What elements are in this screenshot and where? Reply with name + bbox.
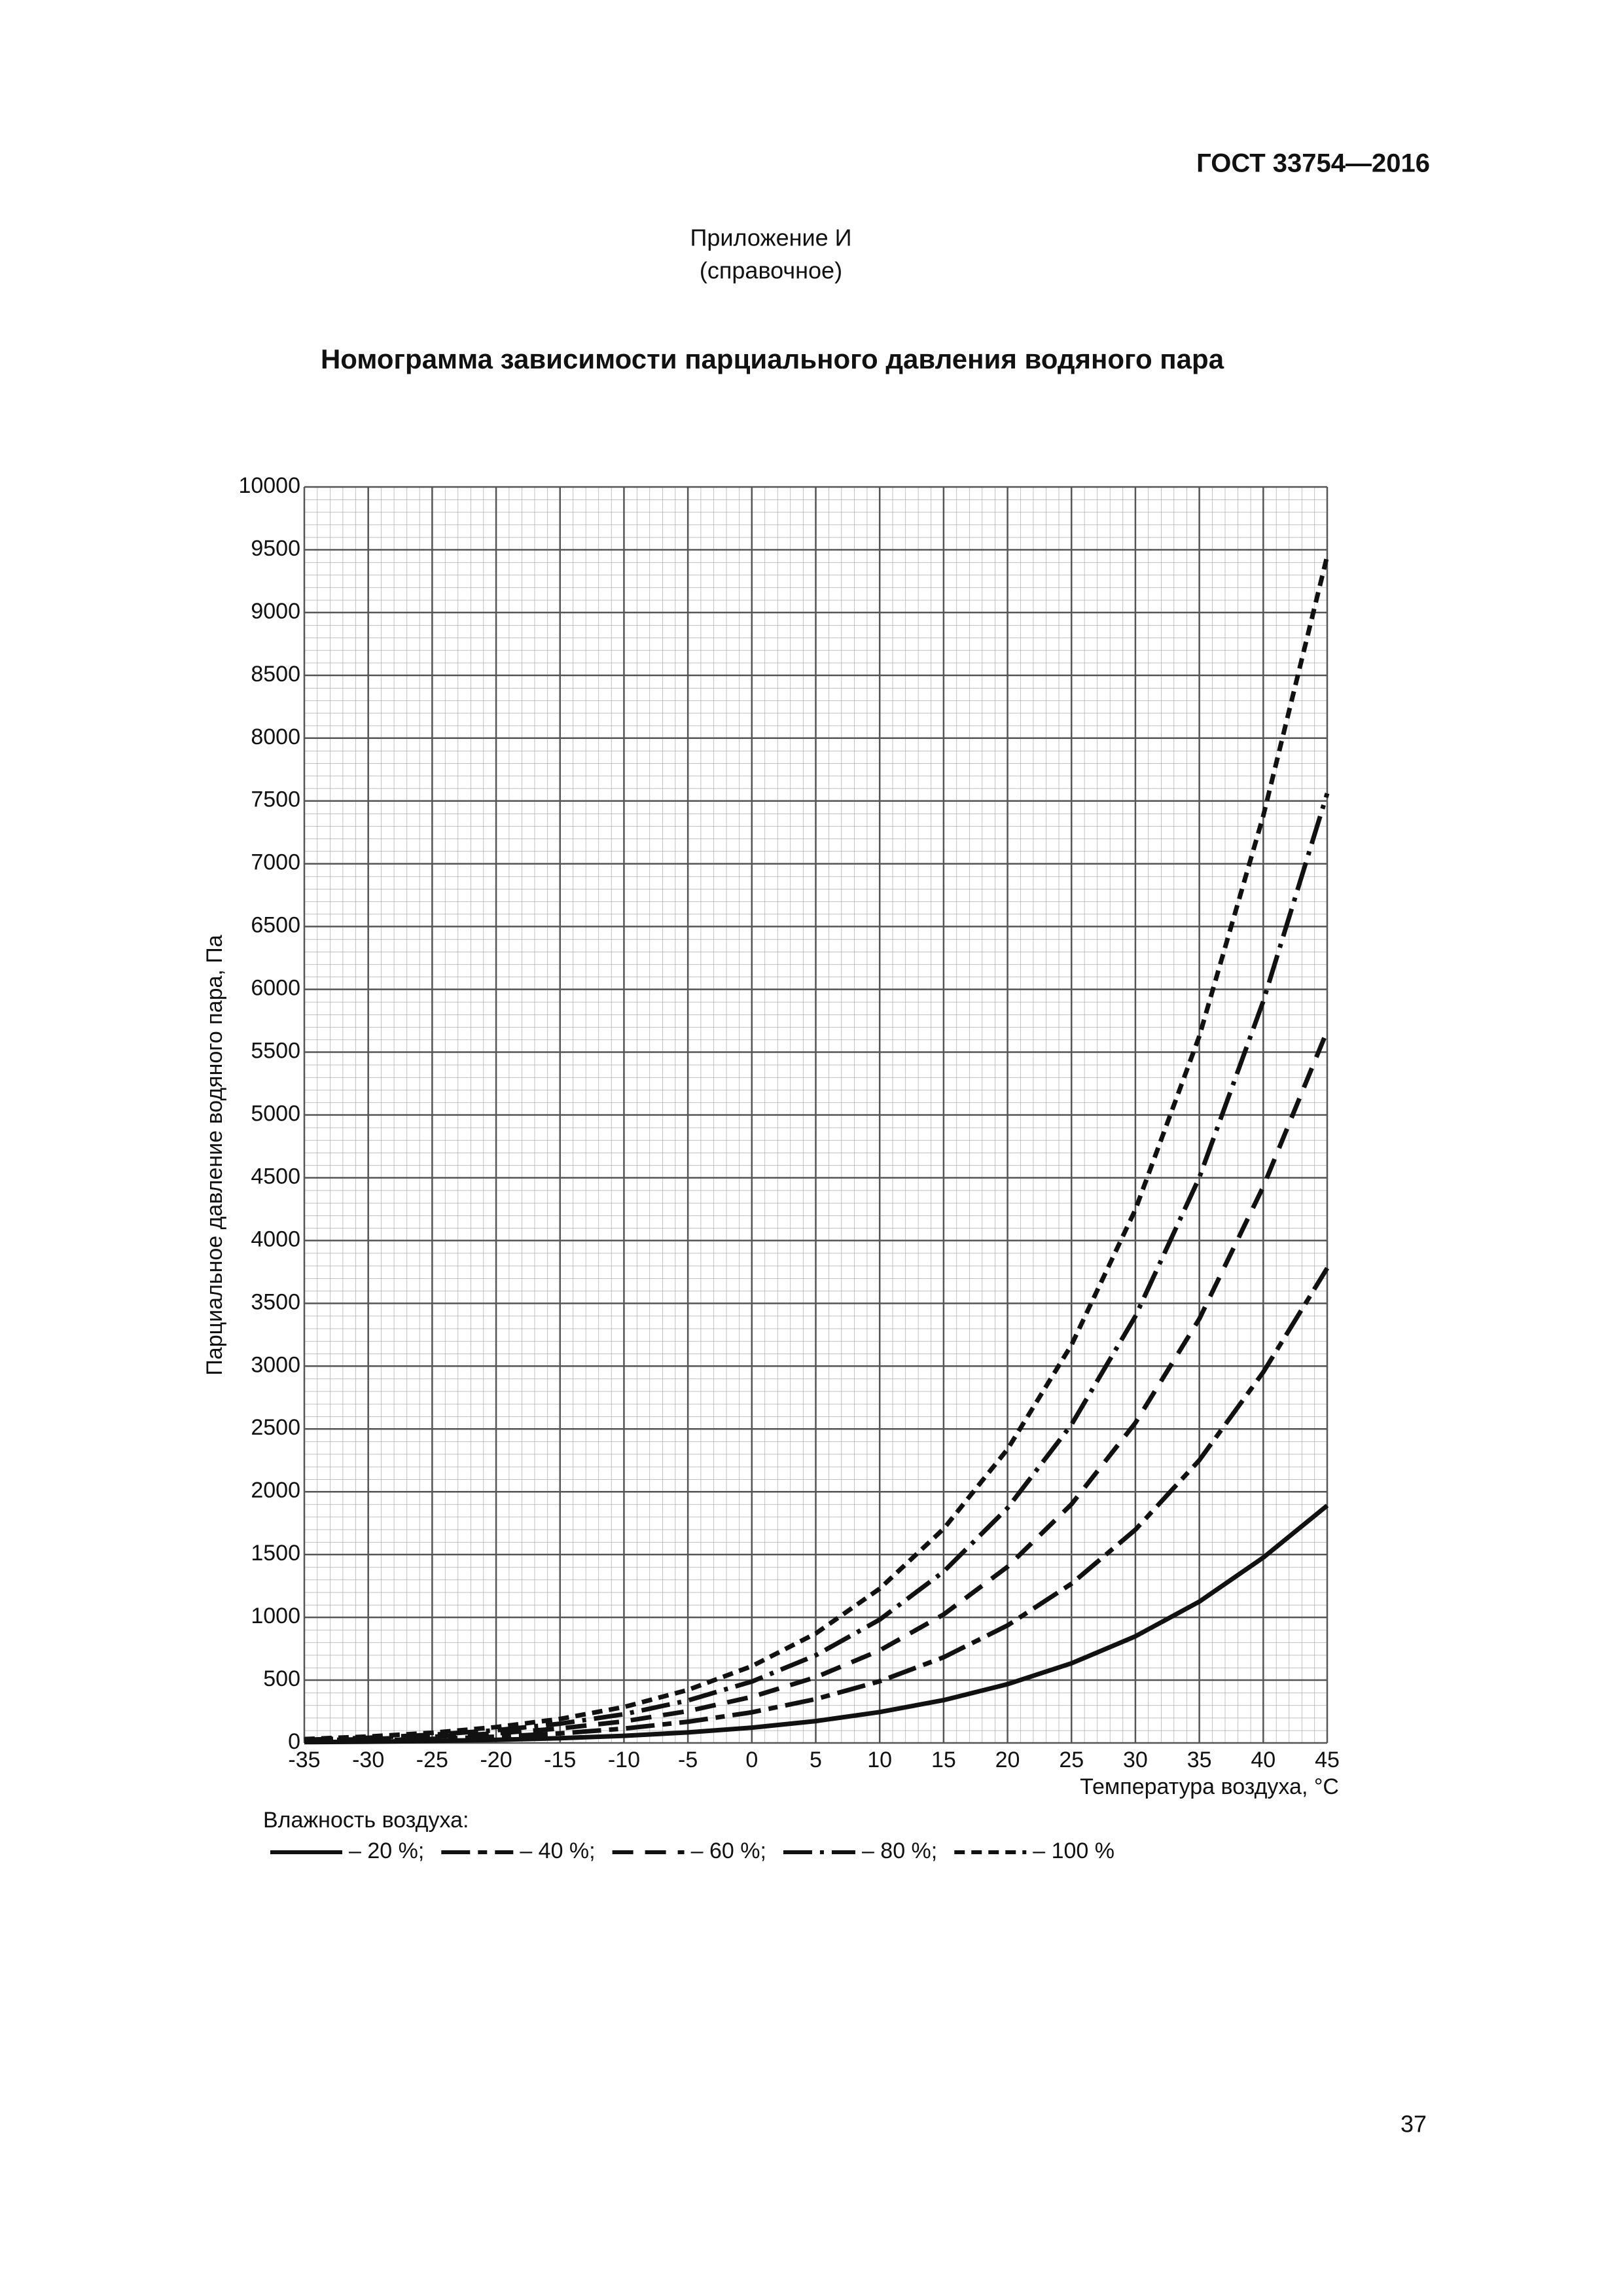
legend-label: – 20 %;: [349, 1839, 424, 1863]
y-tick-label: 7500: [251, 787, 300, 812]
x-tick-label: 45: [1315, 1748, 1340, 1772]
appendix: Приложение И: [690, 224, 851, 251]
y-tick-label: 9500: [251, 536, 300, 561]
x-tick-label: -35: [288, 1748, 320, 1772]
x-tick-label: -30: [352, 1748, 384, 1772]
y-axis-label: Парциальное давление водяного пара, Па: [202, 935, 227, 1375]
x-axis-label: Температура воздуха, °С: [1080, 1774, 1339, 1799]
y-tick-label: 9000: [251, 599, 300, 624]
x-tick-label: 5: [810, 1748, 822, 1772]
data-line: [304, 1030, 1330, 1743]
x-tick-label: 20: [995, 1748, 1020, 1772]
legend-title: Влажность воздуха:: [263, 1808, 469, 1833]
y-tick-label: 2500: [251, 1415, 300, 1440]
y-tick-label: 8000: [251, 725, 300, 749]
y-tick-label: 10000: [238, 473, 300, 498]
y-tick-label: 1500: [251, 1541, 300, 1566]
y-tick-label: 4000: [251, 1227, 300, 1251]
data-line: [304, 793, 1330, 1742]
y-tick-label: 1000: [251, 1604, 300, 1628]
data-line: [304, 1503, 1329, 1745]
data-line: [304, 1266, 1329, 1744]
x-tick-label: 40: [1251, 1748, 1275, 1772]
x-tick-label: -10: [608, 1748, 640, 1772]
y-tick-label: 8500: [251, 662, 300, 687]
y-tick-label: 7000: [251, 850, 300, 875]
data-line: [304, 555, 1330, 1742]
x-tick-label: 25: [1059, 1748, 1084, 1772]
y-tick-label: 4500: [251, 1164, 300, 1189]
legend-label: – 100 %: [1033, 1839, 1115, 1863]
legend-label: – 60 %;: [691, 1839, 766, 1863]
x-tick-label: 35: [1187, 1748, 1212, 1772]
y-tick-label: 6000: [251, 976, 300, 1001]
x-tick-label: -25: [416, 1748, 448, 1772]
legend-label: – 40 %;: [520, 1839, 595, 1863]
x-tick-label: -5: [678, 1748, 698, 1772]
y-tick-label: 0: [288, 1729, 300, 1754]
y-tick-label: 5000: [251, 1101, 300, 1126]
y-tick-label: 2000: [251, 1478, 300, 1503]
y-tick-label: 3500: [251, 1289, 300, 1314]
legend-label: – 80 %;: [862, 1839, 937, 1863]
y-tick-label: 5500: [251, 1039, 300, 1064]
x-tick-label: -15: [544, 1748, 576, 1772]
standard-number: ГОСТ 33754—2016: [1196, 149, 1430, 178]
y-tick-label: 500: [263, 1666, 300, 1691]
x-tick-label: 15: [931, 1748, 956, 1772]
page-number: 37: [1400, 2111, 1427, 2138]
y-tick-label: 3000: [251, 1352, 300, 1377]
y-tick-label: 6500: [251, 913, 300, 938]
x-tick-label: -20: [480, 1748, 512, 1772]
x-tick-label: 10: [867, 1748, 892, 1772]
x-tick-label: 30: [1123, 1748, 1148, 1772]
x-tick-label: 0: [745, 1748, 758, 1772]
document-title: Номограмма зависимости парциального давл…: [321, 344, 1224, 374]
appendix-kind: (справочное): [700, 257, 842, 284]
